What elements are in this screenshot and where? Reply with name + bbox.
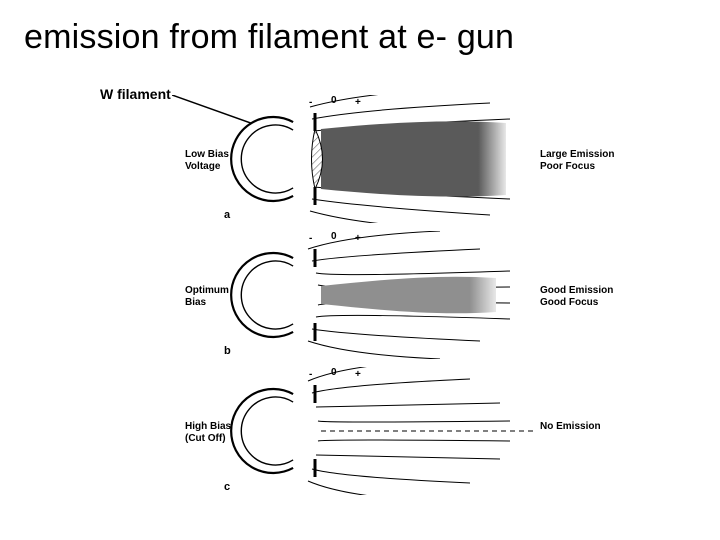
axis-plus: + [355,97,361,108]
axis-minus: - [309,233,312,244]
left-label-c: High Bias(Cut Off) [185,421,265,444]
page: emission from filament at e- gun W filam… [0,0,720,540]
panel-letter-b: b [224,345,231,357]
panel-letter-c: c [224,481,230,493]
axis-plus: + [355,233,361,244]
page-title: emission from filament at e- gun [24,18,514,57]
axis-zero: 0 [331,231,337,242]
diagram-container: 0-+Low BiasVoltageLarge EmissionPoor Foc… [190,95,630,495]
left-label-a: Low BiasVoltage [185,149,265,172]
filament-label: W filament [100,86,171,102]
axis-minus: - [309,97,312,108]
panel-c: 0-+High Bias(Cut Off)No Emissionc [190,367,630,495]
right-label-b: Good EmissionGood Focus [540,285,660,308]
axis-zero: 0 [331,95,337,106]
left-label-b: OptimumBias [185,285,265,308]
right-label-a: Large EmissionPoor Focus [540,149,660,172]
panel-letter-a: a [224,209,230,221]
panel-a: 0-+Low BiasVoltageLarge EmissionPoor Foc… [190,95,630,223]
axis-zero: 0 [331,367,337,378]
axis-minus: - [309,369,312,380]
right-label-c: No Emission [540,421,660,433]
panel-b: 0-+OptimumBiasGood EmissionGood Focusb [190,231,630,359]
axis-plus: + [355,369,361,380]
